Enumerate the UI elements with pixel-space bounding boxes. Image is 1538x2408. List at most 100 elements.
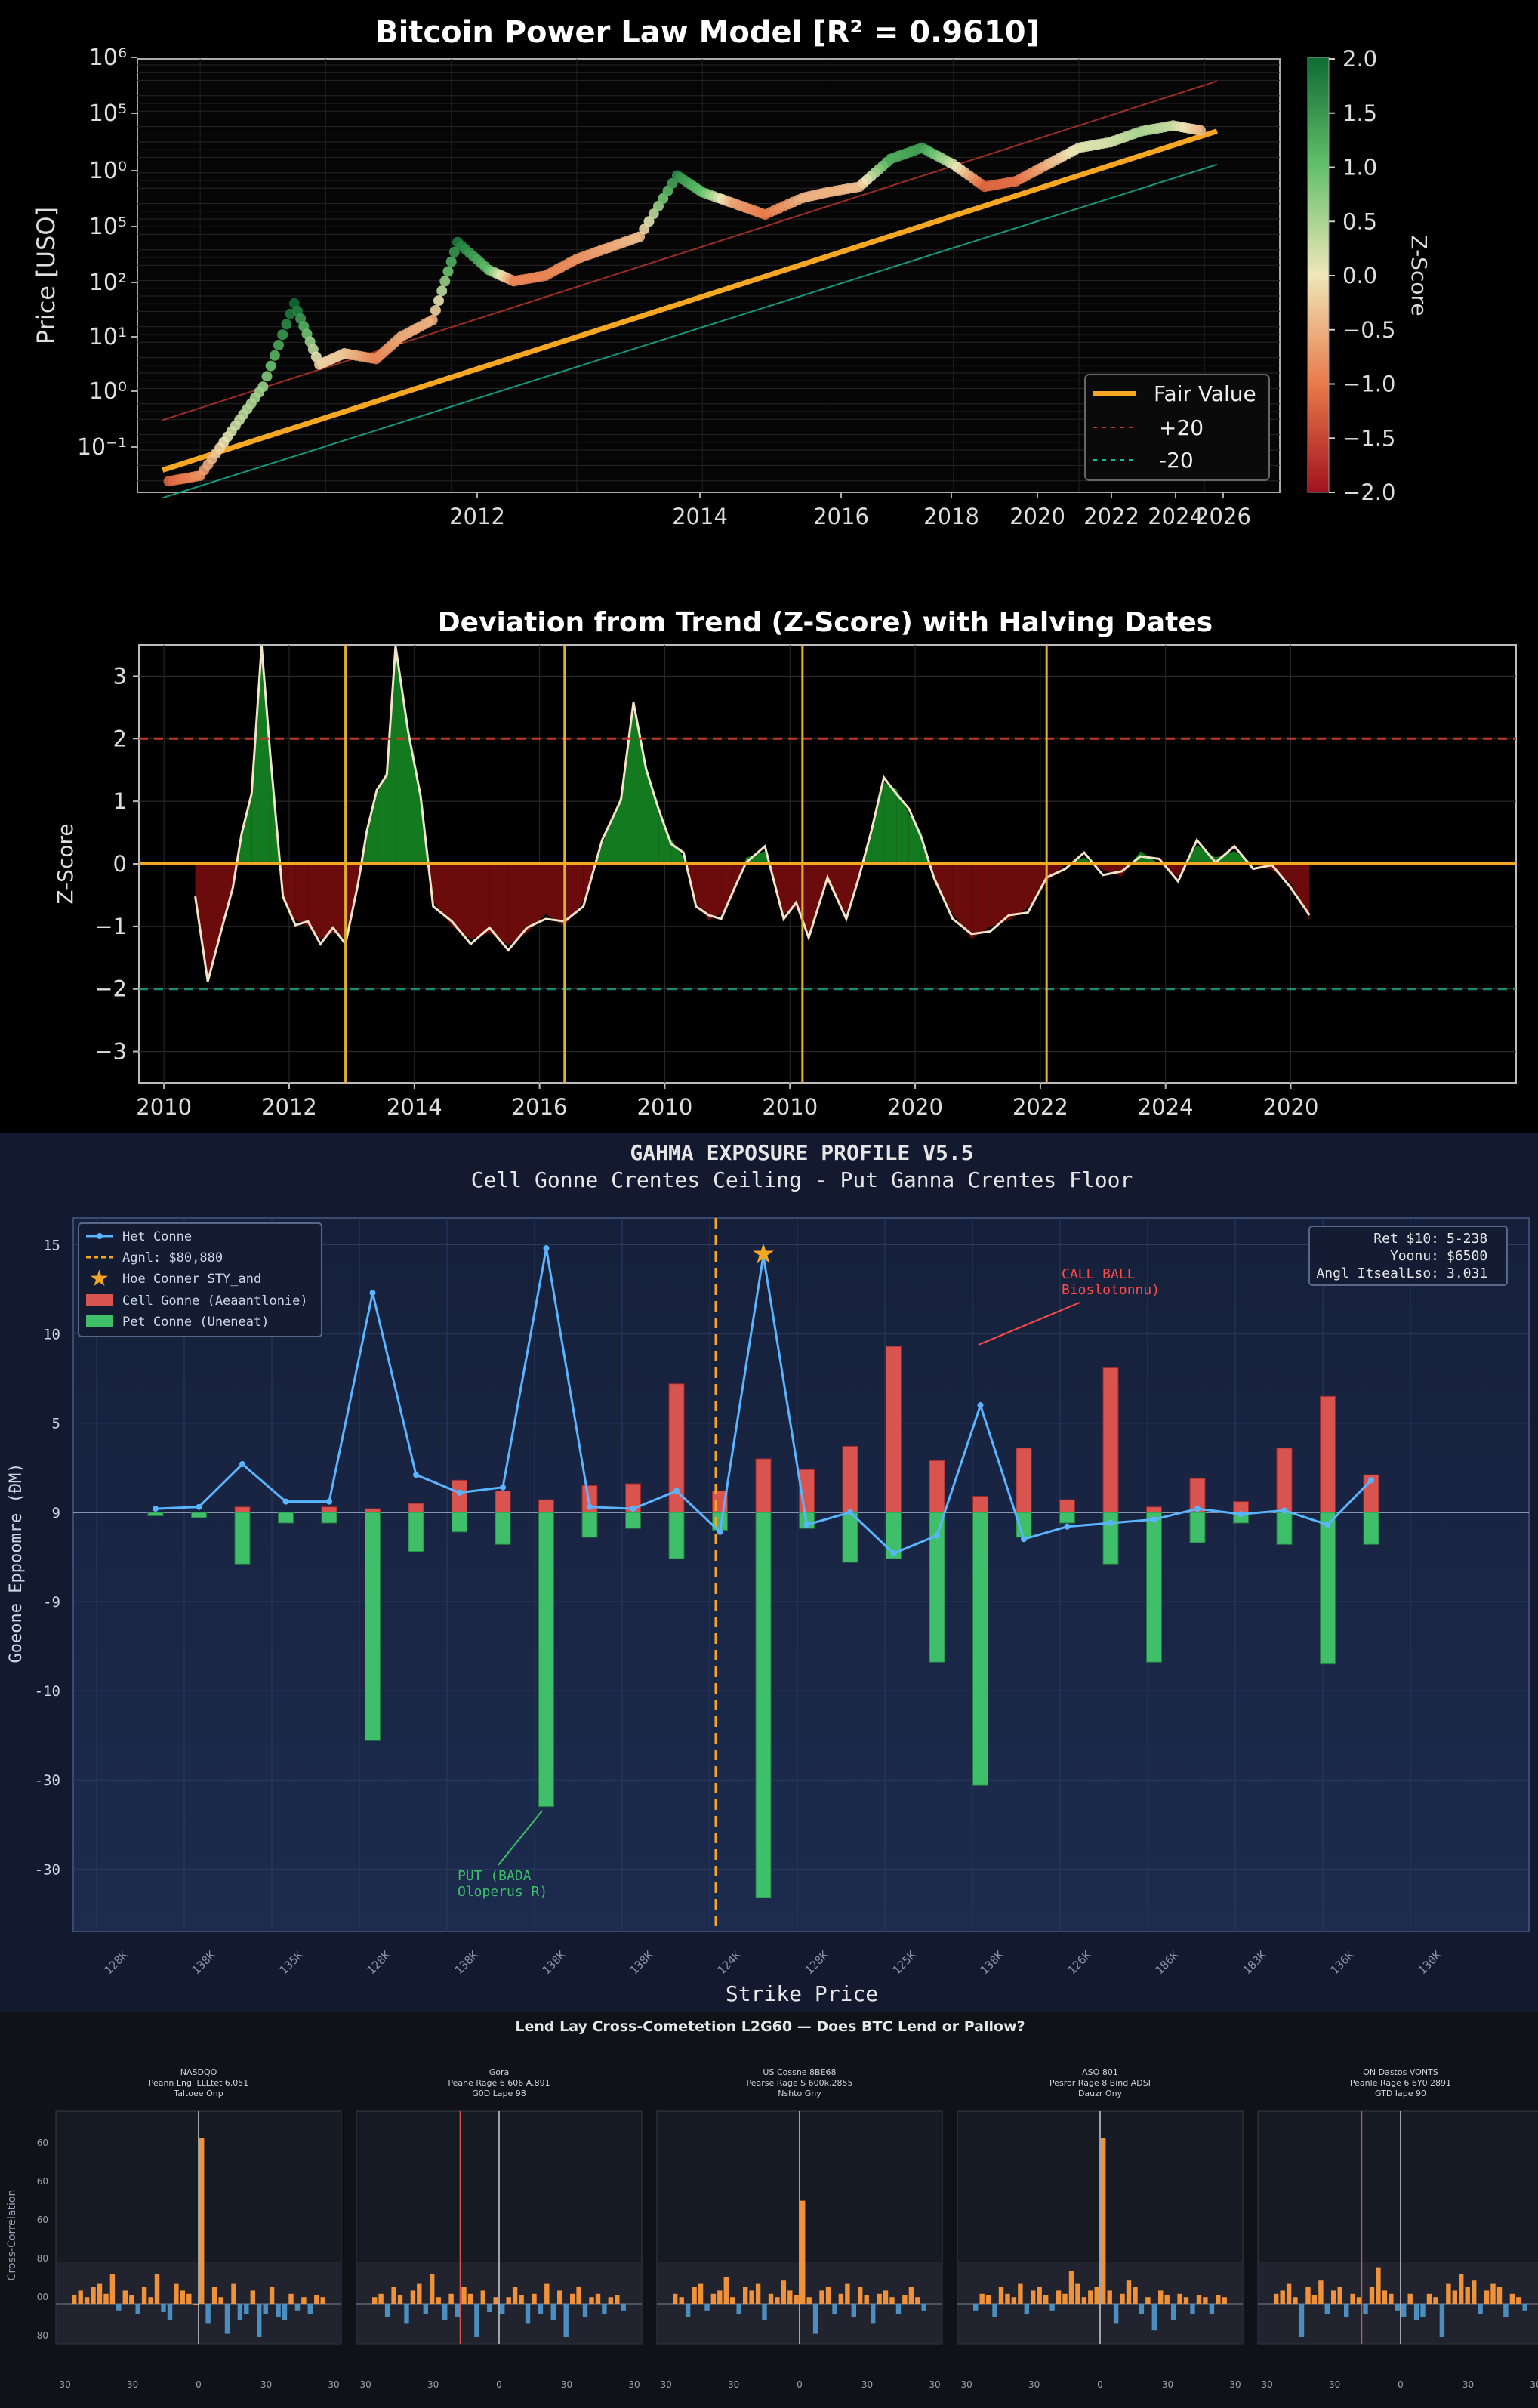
- correlation-bar: [1356, 2297, 1362, 2304]
- y-axis-label: Price [USO]: [32, 207, 60, 344]
- chart-subtitle: Cell Gonne Crentes Ceiling - Put Ganna C…: [471, 1167, 1133, 1192]
- put-bar: [321, 1512, 337, 1524]
- correlation-bar: [1075, 2283, 1080, 2304]
- y-tick-label: −2: [94, 976, 127, 1002]
- x-tick-label: 2018: [923, 504, 979, 529]
- correlation-bar: [186, 2293, 192, 2304]
- correlation-bar: [1389, 2293, 1394, 2304]
- net-gamma-point: [673, 1488, 680, 1494]
- panel-subtitle: G0D Lape 98: [472, 2089, 526, 2098]
- correlation-bar: [915, 2297, 920, 2304]
- put-bar: [408, 1512, 424, 1552]
- y-tick-label: 0: [113, 851, 127, 877]
- correlation-bar: [781, 2280, 787, 2304]
- y-tick-labels: 15 10 5 9 -9 -10 -30 -30: [35, 1237, 60, 1878]
- correlation-bar: [1024, 2304, 1029, 2314]
- correlation-bar: [218, 2297, 223, 2304]
- price-point: [648, 208, 659, 220]
- y-tick-label: 10¹: [89, 324, 127, 350]
- correlation-bar: [474, 2304, 479, 2337]
- correlation-bar: [103, 2293, 109, 2304]
- correlation-bar: [512, 2287, 518, 2304]
- annotation-text: PUT (BADA: [458, 1868, 532, 1884]
- correlation-bar: [1043, 2295, 1049, 2304]
- correlation-bar: [1293, 2297, 1298, 2304]
- put-swatch: [86, 1315, 113, 1327]
- x-tick-label: 0: [196, 2379, 202, 2390]
- correlation-bar: [1107, 2290, 1112, 2304]
- price-point: [427, 314, 438, 325]
- put-bar: [234, 1512, 251, 1565]
- x-tick-label: -30: [1258, 2379, 1273, 2390]
- x-tick-label: 30: [260, 2379, 272, 2390]
- positive-area: [646, 763, 659, 864]
- x-tick-label: 30: [628, 2379, 640, 2390]
- correlation-bar: [72, 2295, 77, 2304]
- net-gamma-point: [153, 1506, 159, 1512]
- negative-area: [933, 864, 953, 914]
- correlation-bar: [538, 2304, 544, 2314]
- colorbar-tick-label: 1.5: [1342, 100, 1377, 126]
- x-tick-label: 2014: [387, 1094, 442, 1120]
- correlation-bar: [544, 2283, 550, 2304]
- x-tick-label: -30: [957, 2379, 972, 2390]
- y-tick-label: −3: [94, 1039, 127, 1065]
- put-bar: [1102, 1512, 1119, 1565]
- correlation-bar: [1031, 2290, 1036, 2304]
- positive-area: [896, 788, 909, 864]
- x-tick-label: 0: [797, 2379, 803, 2390]
- correlation-bar: [602, 2304, 607, 2314]
- correlation-bar: [1401, 2304, 1407, 2317]
- correlation-bar: [199, 2138, 205, 2304]
- colorbar-tick-label: 0.5: [1342, 208, 1377, 234]
- y-tick-label: 3: [113, 663, 127, 689]
- x-tick-label: 2026: [1195, 504, 1251, 529]
- net-gamma-point: [630, 1506, 636, 1512]
- correlation-bar: [1318, 2280, 1324, 2304]
- net-gamma-point: [1324, 1522, 1331, 1528]
- price-point: [277, 329, 288, 341]
- x-tick-label: 0: [496, 2379, 502, 2390]
- correlation-bar: [1363, 2304, 1368, 2314]
- y-tick-label: -30: [35, 1772, 60, 1789]
- correlation-bar: [557, 2290, 562, 2304]
- put-bar: [755, 1512, 772, 1898]
- correlation-bar: [1183, 2297, 1189, 2304]
- correlation-bar: [257, 2304, 262, 2337]
- lower-band-line: [162, 163, 1218, 499]
- y-axis-label: Goeone Eppoomre (ĐM): [7, 1463, 26, 1663]
- correlation-bar: [237, 2304, 243, 2320]
- correlation-bar: [730, 2297, 735, 2304]
- y-tick-label: 10⁻¹: [77, 434, 127, 461]
- negative-area: [545, 864, 565, 927]
- correlation-bar: [493, 2297, 498, 2304]
- x-axis-label: Strike Price: [726, 1981, 878, 2006]
- correlation-bar: [269, 2287, 275, 2304]
- price-point: [430, 305, 441, 316]
- put-bar: [538, 1512, 554, 1808]
- x-tick-label: 2020: [1009, 504, 1065, 529]
- call-swatch: [86, 1294, 113, 1306]
- correlation-bar: [211, 2287, 217, 2304]
- x-tick-label: 2020: [887, 1094, 943, 1120]
- x-tick-label: 2016: [512, 1094, 568, 1120]
- correlation-bar: [205, 2304, 211, 2324]
- price-point: [436, 285, 448, 297]
- put-bar: [625, 1512, 641, 1529]
- correlation-bar: [979, 2293, 985, 2304]
- legend: Het Conne Agnl: $80,880 ★ Hoe Conner STY…: [78, 1222, 322, 1337]
- panel-title: ASO 801: [1082, 2067, 1118, 2077]
- y-tick-label: 10: [43, 1327, 60, 1343]
- correlation-bar: [1018, 2283, 1023, 2304]
- net-gamma-point: [1194, 1506, 1201, 1512]
- correlation-bar: [1395, 2304, 1400, 2311]
- correlation-bar: [1426, 2293, 1432, 2304]
- put-bar: [191, 1512, 207, 1518]
- negative-area: [208, 864, 220, 977]
- call-wall-annotation: CALL BALL Bioslotonnu): [978, 1266, 1160, 1346]
- correlation-bar: [858, 2287, 863, 2304]
- correlation-bar: [314, 2295, 319, 2304]
- call-bar: [234, 1506, 251, 1513]
- x-tick-label: 2024: [1148, 504, 1204, 529]
